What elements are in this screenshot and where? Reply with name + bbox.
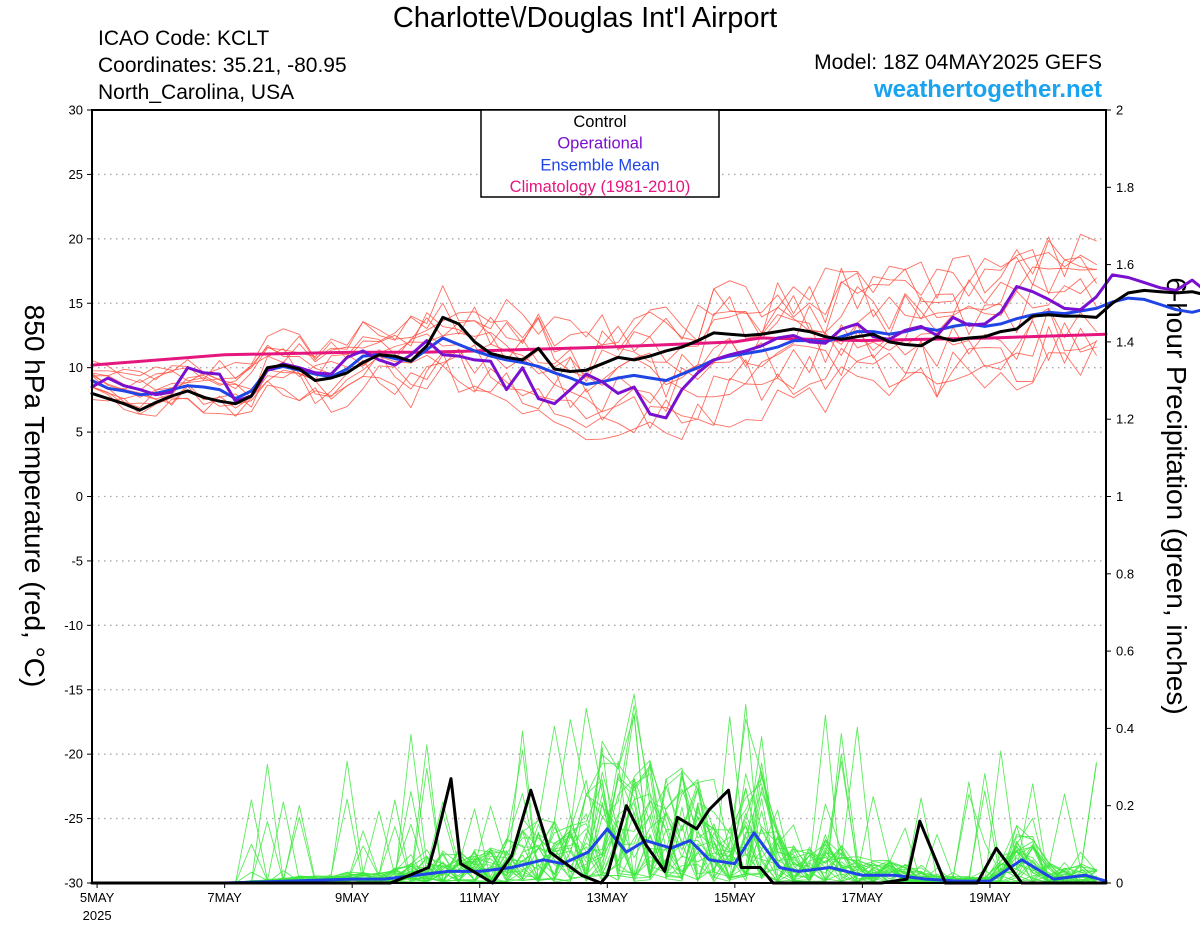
y-tick-label: -10 (64, 618, 83, 633)
precip-member-line (91, 747, 1097, 884)
temperature-control-line (90, 288, 1200, 412)
chart-title: Charlotte\/Douglas Int'l Airport (392, 2, 778, 34)
x-tick-year-label: 2025 (83, 908, 112, 923)
temperature-ensemble-mean-line (90, 296, 1200, 401)
temperature-member-line (91, 249, 1097, 381)
x-tick-label: 15MAY (714, 890, 756, 905)
temperature-member-line (91, 252, 1097, 392)
x-tick-label: 5MAY (80, 890, 115, 905)
y2-tick-label: 1.4 (1116, 334, 1134, 349)
region-label: North_Carolina, USA (98, 81, 295, 104)
y-tick-label: 10 (69, 360, 83, 375)
y2-tick-label: 2 (1116, 103, 1123, 118)
y-tick-label: -15 (64, 682, 83, 697)
y-tick-label: 20 (69, 231, 83, 246)
y2-tick-label: 0.8 (1116, 566, 1134, 581)
model-run-label: Model: 18Z 04MAY2025 GEFS (814, 51, 1102, 74)
y2-tick-label: 1 (1116, 489, 1123, 504)
y-tick-label: -30 (64, 876, 83, 891)
y-tick-label: 30 (69, 103, 83, 118)
y2-tick-label: 0.6 (1116, 644, 1134, 659)
legend-entry: Ensemble Mean (540, 156, 659, 174)
y-tick-label: 15 (69, 296, 83, 311)
operational-line (90, 273, 1200, 420)
legend-entry: Control (573, 113, 626, 131)
legend-box (480, 109, 720, 198)
y2-tick-label: 1.2 (1116, 412, 1134, 427)
y2-tick-label: 1.6 (1116, 257, 1134, 272)
x-tick-label: 7MAY (207, 890, 242, 905)
climatology-line (90, 332, 1108, 367)
y-tick-label: 25 (69, 167, 83, 182)
x-tick-label: 11MAY (459, 890, 500, 905)
y-tick-label: 0 (76, 489, 83, 504)
x-tick-label: 13MAY (586, 890, 628, 905)
x-tick-label: 19MAY (969, 890, 1011, 905)
precip-member-line (91, 762, 1097, 884)
temperature-member-line (91, 233, 1097, 377)
icao-code-label: ICAO Code: KCLT (98, 27, 270, 50)
y-tick-label: -25 (64, 811, 83, 826)
temperature-member-line (91, 307, 1097, 421)
site-link[interactable]: weathertogether.net (873, 76, 1102, 103)
temperature-member-line (91, 326, 1097, 434)
y-tick-label: -5 (71, 553, 83, 568)
y2-tick-label: 0.4 (1116, 721, 1134, 736)
x-tick-label: 9MAY (335, 890, 370, 905)
y-tick-label: 5 (76, 425, 83, 440)
y2-tick-label: 0 (1116, 876, 1123, 891)
coordinates-label: Coordinates: 35.21, -80.95 (98, 54, 347, 77)
temperature-member-line (91, 340, 1097, 441)
precip-ensemble-mean-line (90, 827, 1108, 885)
y-tick-label: -20 (64, 747, 83, 762)
legend-entry: Climatology (1981-2010) (510, 178, 691, 196)
y2-tick-label: 0.2 (1116, 798, 1134, 813)
x-tick-label: 17MAY (842, 890, 884, 905)
y2-tick-label: 1.8 (1116, 180, 1134, 195)
legend-entry: Operational (557, 135, 642, 153)
